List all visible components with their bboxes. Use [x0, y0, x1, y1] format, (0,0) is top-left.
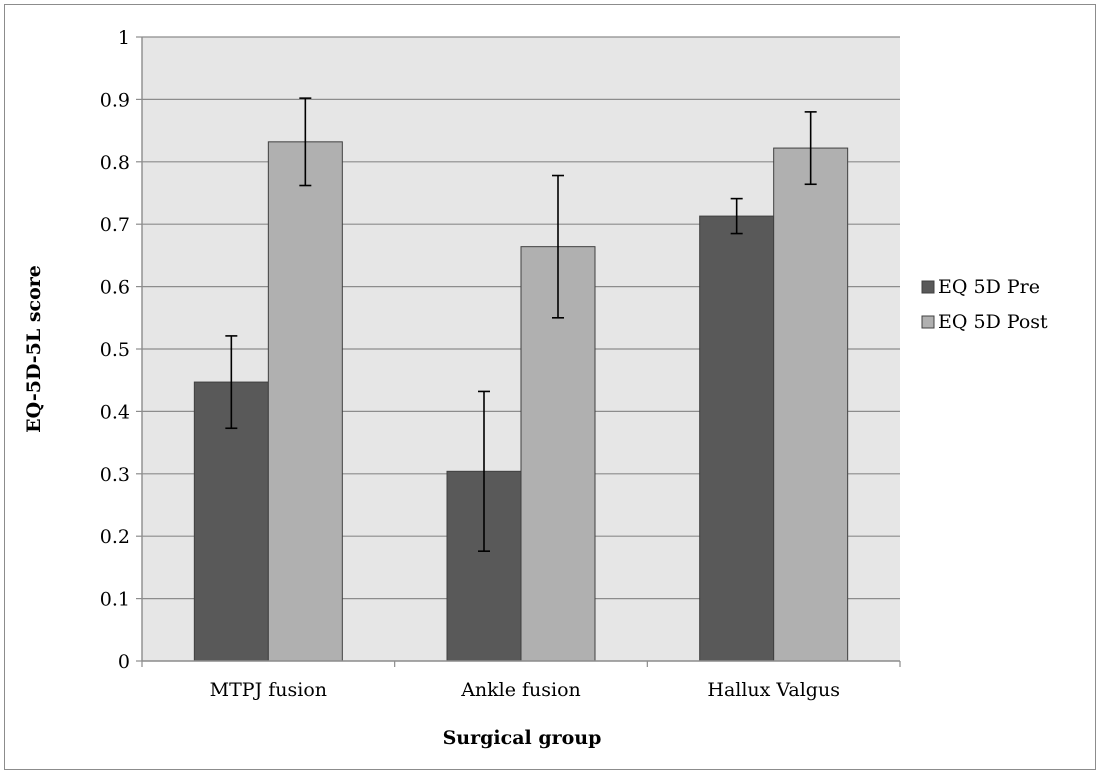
y-tick-label: 0.1: [100, 589, 130, 611]
bar-pre: [699, 215, 775, 662]
legend-swatch-pre: [921, 280, 935, 294]
bar-post: [267, 141, 343, 662]
y-tick-label: 0.8: [100, 152, 130, 174]
x-tick-label: Hallux Valgus: [707, 679, 840, 701]
legend-label-pre: EQ 5D Pre: [938, 276, 1040, 298]
error-bars: [225, 97, 817, 552]
y-tick-label: 0.3: [100, 464, 130, 486]
y-tick-label: 0.2: [100, 526, 130, 548]
y-tick-label: 0: [118, 651, 130, 673]
y-axis-title: EQ-5D-5L score: [23, 265, 45, 433]
x-tick-label: Ankle fusion: [460, 679, 581, 701]
legend-swatch-post: [921, 315, 935, 329]
y-tick-label: 0.4: [100, 401, 130, 423]
bars: [193, 141, 849, 662]
y-tick-label: 1: [118, 27, 130, 49]
y-tick-label: 0.6: [100, 277, 130, 299]
legend: EQ 5D Pre EQ 5D Post: [921, 276, 1048, 333]
x-axis-title: Surgical group: [443, 727, 602, 749]
x-axis-ticks: MTPJ fusion Ankle fusion Hallux Valgus: [141, 661, 901, 701]
y-tick-label: 0.5: [100, 339, 130, 361]
bar-post: [773, 147, 849, 662]
x-tick-label: MTPJ fusion: [210, 679, 327, 701]
y-tick-label: 0.9: [100, 89, 130, 111]
y-axis-ticks: 0 0.1 0.2 0.3 0.4 0.5 0.6 0.7 0.8 0.9 1: [100, 27, 142, 673]
legend-label-post: EQ 5D Post: [938, 311, 1048, 333]
y-tick-label: 0.7: [100, 214, 130, 236]
